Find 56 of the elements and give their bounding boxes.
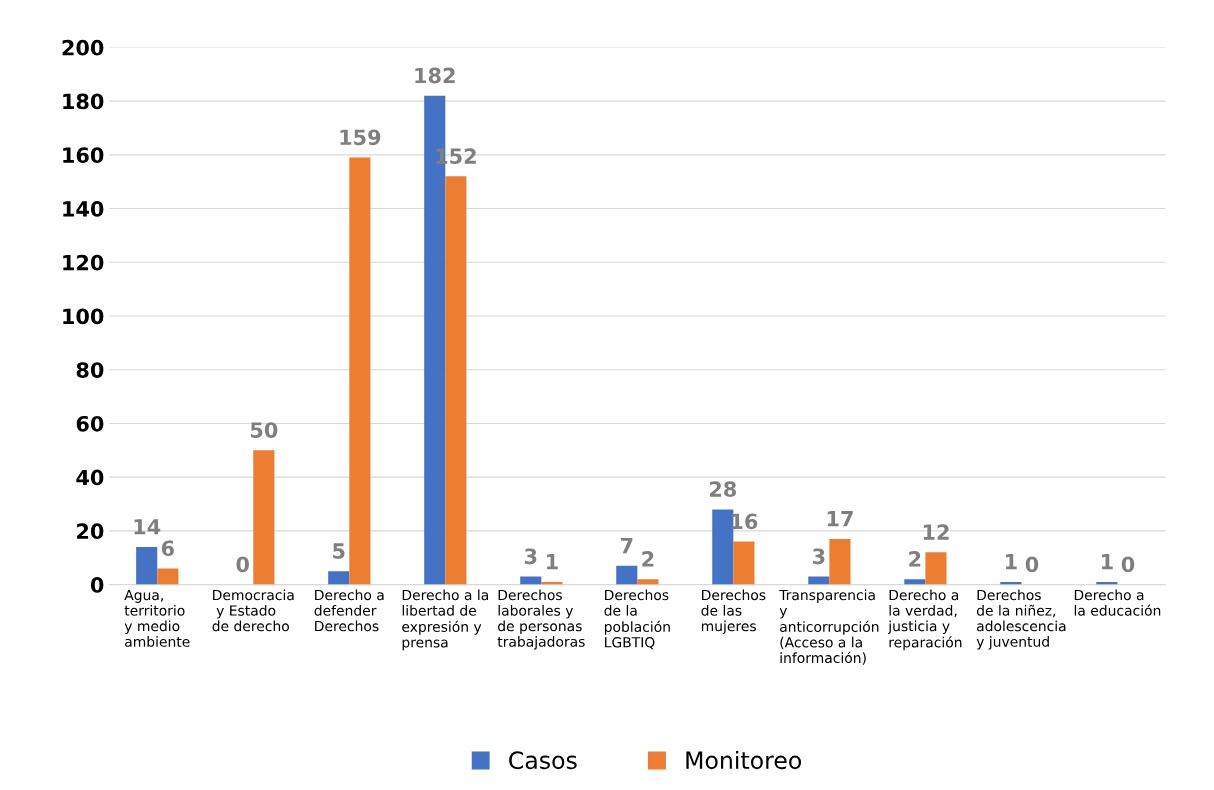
x-tick-label: Derechos de la población LGBTIQ xyxy=(604,589,670,650)
x-tick-label: Derechos de la niñez, adolescencia y juventud xyxy=(976,589,1066,650)
y-tick-label: 180 xyxy=(63,93,104,110)
bar xyxy=(925,552,947,585)
y-tick-label: 100 xyxy=(63,308,104,325)
bar xyxy=(904,579,926,585)
x-tick-label: Derecho a la libertad de expresión y prensa xyxy=(402,589,488,651)
bar xyxy=(616,565,638,585)
y-tick-label: 160 xyxy=(63,147,104,164)
bar xyxy=(829,538,851,585)
bar xyxy=(157,568,179,585)
data-label: 2 xyxy=(642,551,654,567)
data-label: 6 xyxy=(161,540,174,557)
y-tick-label: 20 xyxy=(77,523,104,540)
data-label: 7 xyxy=(620,537,633,554)
data-label: 3 xyxy=(524,548,537,565)
legend-label: Monitoreo xyxy=(686,750,801,770)
data-label: 50 xyxy=(250,422,278,438)
data-label: 182 xyxy=(415,67,455,84)
x-tick-label: Derechos de las mujeres xyxy=(701,589,766,635)
bar xyxy=(445,176,467,585)
y-tick-label: 40 xyxy=(76,469,104,486)
data-label: 0 xyxy=(1025,556,1039,573)
y-tick-label: 120 xyxy=(63,254,104,271)
data-label: 12 xyxy=(923,524,949,540)
y-tick-label: 200 xyxy=(62,39,104,56)
data-label: 14 xyxy=(134,519,161,535)
bar xyxy=(637,579,659,585)
bar xyxy=(136,547,158,585)
data-label: 0 xyxy=(236,556,249,573)
data-label: 1 xyxy=(1101,554,1113,570)
data-label: 1 xyxy=(547,554,558,570)
y-tick-label: 60 xyxy=(76,415,104,432)
data-label: 28 xyxy=(709,481,737,498)
data-label: 17 xyxy=(827,511,853,527)
x-tick-label: Derecho a la educación xyxy=(1074,589,1161,616)
x-tick-label: Derechos laborales y de personas trabajadoras xyxy=(497,589,585,650)
x-tick-label: Democracia y Estado de derecho xyxy=(212,589,294,632)
y-tick-label: 140 xyxy=(63,201,104,217)
data-label: 159 xyxy=(340,129,381,146)
data-label: 0 xyxy=(1121,556,1135,573)
data-label: 1 xyxy=(1005,554,1017,570)
bar xyxy=(733,541,755,585)
legend-label: Casos xyxy=(509,751,577,770)
y-tick-label: 80 xyxy=(76,362,104,378)
x-tick-label: Agua, territorio y medio ambiente xyxy=(124,589,190,647)
x-tick-label: Derecho a la verdad, justicia y reparación xyxy=(888,589,962,651)
x-tick-label: Transparencia y anticorrupción (Acceso a la información) xyxy=(779,589,879,665)
bar xyxy=(349,157,371,585)
y-tick-label: 0 xyxy=(90,577,104,593)
bar xyxy=(253,450,275,585)
data-label: 3 xyxy=(812,548,825,565)
x-tick-label: Derecho a defender Derechos xyxy=(314,589,384,632)
data-label: 2 xyxy=(909,551,921,567)
data-label: 5 xyxy=(333,543,345,559)
bar xyxy=(328,571,350,585)
